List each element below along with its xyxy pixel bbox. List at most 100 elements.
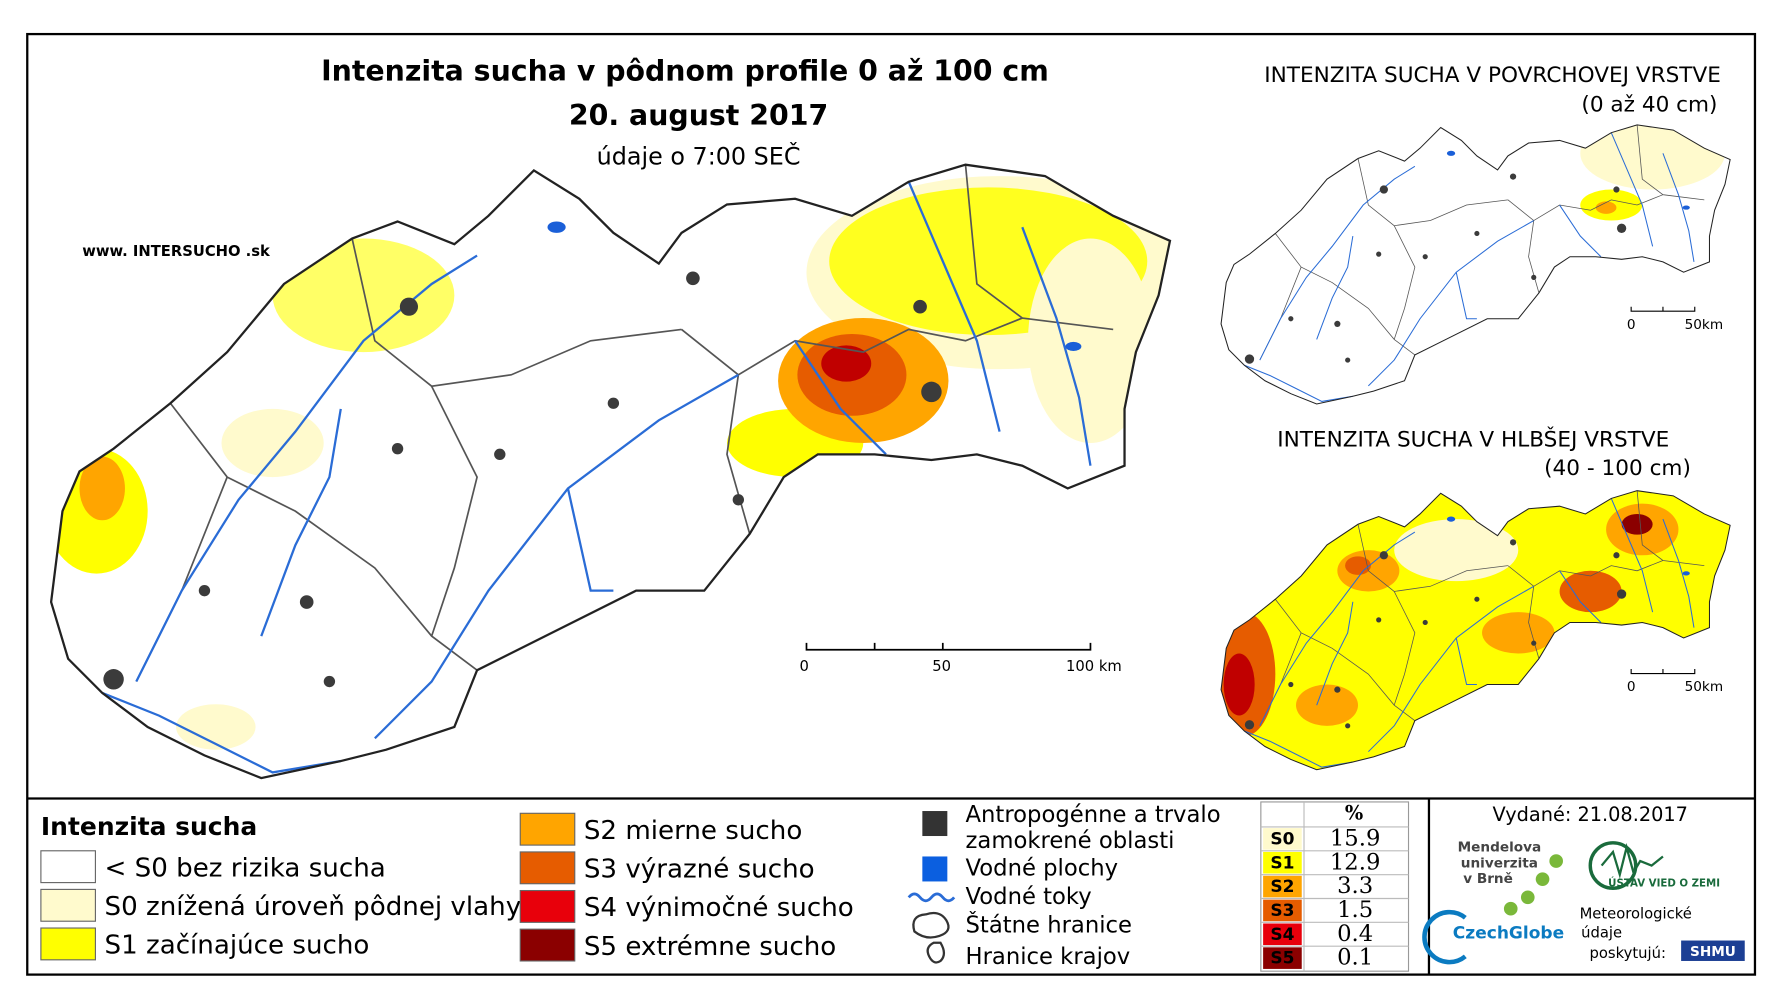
- class-label: S4: [1270, 925, 1294, 945]
- logo-text: v Brně: [1463, 871, 1513, 887]
- drought-areas: [51, 176, 1170, 750]
- website: www. INTERSUCHO .sk: [82, 243, 271, 260]
- map-shape: [1027, 238, 1153, 444]
- legend-swatch: [40, 888, 96, 922]
- logo-shape: [1422, 909, 1467, 965]
- map-legend: Antropogénne a trvalo zamokrené oblasti …: [907, 802, 1221, 970]
- map-shape: [176, 704, 256, 750]
- map-shape: [1621, 513, 1653, 535]
- logo-text: univerzita: [1461, 855, 1538, 871]
- main-scale-bar: 0 50 100 km: [800, 642, 1122, 675]
- map-shape: [1503, 901, 1518, 916]
- scale-label: 50: [932, 658, 951, 675]
- map-shape: [79, 456, 125, 521]
- legend-swatch: [519, 928, 576, 962]
- inset-scale-bar: 0 50km: [1627, 306, 1724, 333]
- class-cell: [1263, 947, 1302, 969]
- logo-text: údaje: [1581, 925, 1622, 942]
- map-shape: [1535, 872, 1550, 887]
- legend-swatch: [519, 851, 576, 885]
- scale-label: 0: [1627, 317, 1636, 333]
- class-label: S0: [1270, 829, 1294, 849]
- legend-swatch: [519, 889, 576, 923]
- legend: < S0 bez rizika sucha S0 znížená úroveň p…: [40, 812, 854, 962]
- map-shape: [805, 642, 1092, 651]
- map-shape: [1394, 519, 1519, 582]
- map-shape: [1595, 201, 1617, 214]
- legend-label: zamokrené oblasti: [966, 828, 1175, 854]
- river-symbol: [907, 892, 956, 903]
- map-shape: [221, 408, 324, 478]
- logos: Mendelova univerzita v Brně CzechGlobe Ú…: [1422, 839, 1745, 965]
- map-shape: [1630, 669, 1696, 675]
- scale-label: 0: [800, 658, 809, 675]
- percent-value: 15.9: [1330, 825, 1381, 851]
- legend-label: S5 extrémne sucho: [584, 932, 836, 962]
- class-cell: [1263, 923, 1302, 946]
- inset-subtitle: (0 až 40 cm): [1581, 93, 1717, 118]
- logo-shape: [1588, 841, 1638, 890]
- region-symbol: [926, 941, 946, 964]
- map-shape: [821, 345, 872, 382]
- logo-text: poskytujú:: [1590, 945, 1666, 962]
- legend-label: S0 znížená úroveň pôdnej vlahy: [105, 892, 522, 922]
- legend-label: Hranice krajov: [966, 944, 1131, 970]
- table-header: %: [1345, 801, 1363, 824]
- class-cell: [1263, 851, 1302, 874]
- map-shape: [1520, 890, 1535, 905]
- scale-label: 0: [1627, 679, 1636, 695]
- legend-label: < S0 bez rizika sucha: [105, 853, 386, 883]
- class-cell: [1263, 899, 1302, 922]
- percent-value: 12.9: [1330, 849, 1381, 875]
- anthropogenic-symbol: [922, 811, 948, 837]
- legend-label: S1 začínajúce sucho: [105, 931, 370, 961]
- map-shape: [1223, 653, 1255, 716]
- logo-shape: [1681, 940, 1745, 961]
- percent-value: 3.3: [1337, 873, 1373, 899]
- class-label: S5: [1270, 949, 1294, 969]
- legend-label: S3 výrazné sucho: [584, 855, 815, 885]
- percent-value: 0.1: [1337, 945, 1373, 971]
- class-cell: [1263, 828, 1302, 850]
- stats-table: % S0 15.9 S1 12.9 S2 3.3 S3 1.5 S4 0.4 S5 0.1: [1260, 801, 1410, 972]
- time-note: údaje o 7:00 SEČ: [597, 142, 801, 170]
- legend-swatch: [40, 850, 96, 884]
- class-label: S3: [1270, 901, 1294, 921]
- percent-value: 1.5: [1337, 897, 1373, 923]
- map-shape: [1559, 570, 1622, 613]
- class-label: S2: [1270, 877, 1294, 897]
- inset-scale-bar: 0 50km: [1627, 669, 1723, 695]
- map-shape: [1503, 854, 1563, 916]
- water-symbol: [922, 856, 948, 882]
- date: 20. august 2017: [569, 99, 828, 132]
- legend-title: Intenzita sucha: [41, 812, 257, 841]
- map-shape: [1296, 684, 1359, 726]
- legend-label: Vodné toky: [966, 884, 1092, 910]
- class-cell: [1263, 875, 1302, 898]
- legend-label: Štátne hranice: [966, 910, 1132, 938]
- logo-text: Mendelova: [1458, 839, 1542, 855]
- map-shape: [1482, 612, 1555, 654]
- class-label: S1: [1270, 853, 1294, 873]
- logo-text: SHMU: [1690, 944, 1736, 960]
- percent-value: 0.4: [1337, 921, 1373, 947]
- inset-subtitle: (40 - 100 cm): [1544, 456, 1691, 481]
- legend-label: Vodné plochy: [966, 855, 1119, 881]
- map-shape: [272, 238, 455, 353]
- legend-label: Antropogénne a trvalo: [966, 802, 1221, 828]
- main-map: [45, 165, 1192, 778]
- legend-label: S4 výnimočné sucho: [584, 893, 854, 923]
- scale-label: 50km: [1685, 679, 1724, 695]
- scale-label: 50km: [1685, 317, 1724, 333]
- logo-text: CzechGlobe: [1453, 924, 1564, 944]
- title: Intenzita sucha v pôdnom profile 0 až 10…: [321, 55, 1049, 88]
- scale-label: 100 km: [1066, 658, 1122, 675]
- inset-title: INTENZITA SUCHA V POVRCHOVEJ VRSTVE: [1264, 63, 1721, 88]
- issued-date: Vydané: 21.08.2017: [1493, 803, 1688, 826]
- logo-shape: [1600, 842, 1664, 879]
- logo-text: ÚSTAV VIED O ZEMI: [1608, 877, 1720, 890]
- legend-swatch: [519, 812, 576, 846]
